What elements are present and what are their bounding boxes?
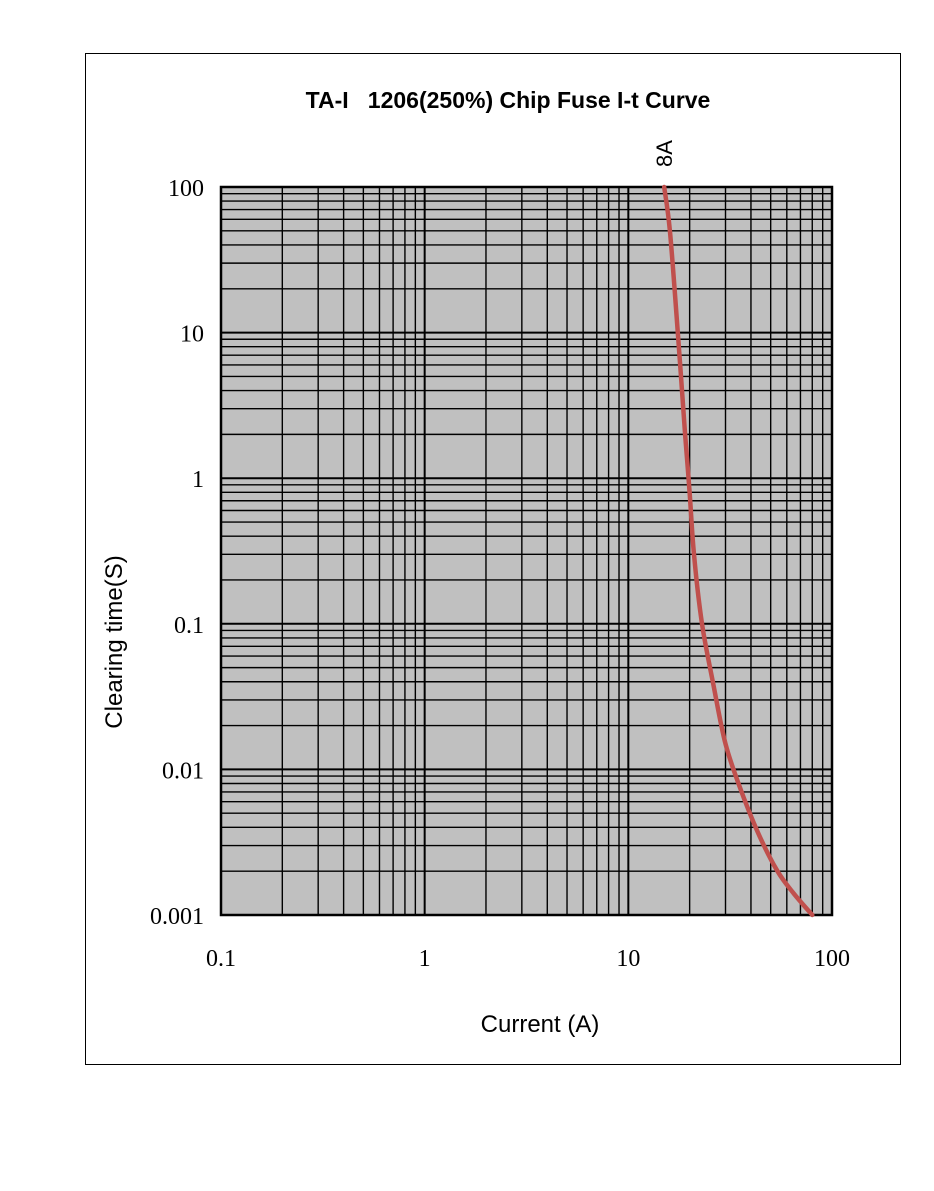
y-axis-label: Clearing time(S) [101, 555, 128, 728]
y-tick-label: 10 [180, 322, 204, 348]
y-tick-label: 0.1 [174, 613, 204, 639]
y-tick-label: 0.01 [162, 758, 204, 784]
x-tick-label: 100 [814, 946, 850, 972]
series-label-8a: 8A [652, 140, 677, 167]
x-tick-labels: 0.1 1 10 100 [206, 946, 850, 972]
series-line-8a [661, 184, 815, 918]
y-tick-label: 1 [192, 467, 204, 493]
chart-svg: TA-I 1206(250%) Chip Fuse I-t Curve 8A 0… [101, 87, 850, 1038]
x-tick-label: 0.1 [206, 946, 236, 972]
series-layer: 8A [652, 140, 815, 918]
grid [220, 187, 832, 916]
y-tick-label: 0.001 [150, 904, 204, 930]
x-tick-label: 1 [419, 946, 431, 972]
plot-frame [219, 185, 834, 917]
y-tick-labels: 100 10 1 0.1 0.01 0.001 [150, 176, 204, 930]
plot-area [221, 187, 832, 915]
y-tick-label: 100 [168, 176, 204, 202]
chart-figure: TA-I 1206(250%) Chip Fuse I-t Curve 8A 0… [85, 53, 901, 1065]
x-axis-label: Current (A) [481, 1011, 600, 1038]
chart-title: TA-I 1206(250%) Chip Fuse I-t Curve [306, 87, 711, 113]
x-tick-label: 10 [616, 946, 640, 972]
